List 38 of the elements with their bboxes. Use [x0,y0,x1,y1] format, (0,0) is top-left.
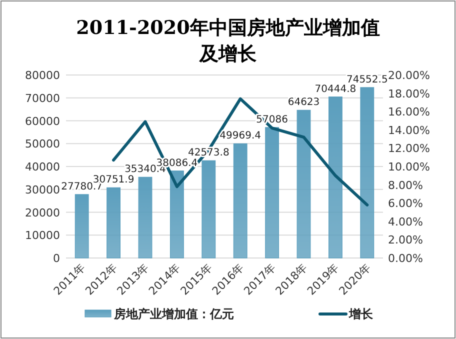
bar [138,176,152,258]
y2-tick-label: 20.00% [388,69,430,82]
y-tick-label: 30000 [25,183,60,196]
y2-tick-label: 16.00% [388,106,430,119]
y2-tick-label: 4.00% [388,215,423,228]
data-label: 49969.4 [220,130,262,142]
y-tick-label: 80000 [25,69,60,82]
y-tick-label: 70000 [25,92,60,105]
y2-tick-label: 6.00% [388,197,423,210]
data-label: 70444.8 [314,84,356,95]
bar [202,160,216,258]
y-tick-label: 40000 [25,160,60,174]
y2-tick-label: 12.00% [388,142,430,156]
data-label: 27780.7 [61,181,103,192]
y2-tick-label: 14.00% [388,124,430,137]
y-tick-label: 50000 [25,138,60,151]
data-label: 74552.5 [346,74,388,86]
y2-tick-label: 10.00% [388,160,430,174]
y-tick-label: 10000 [25,229,60,242]
bar [74,194,89,258]
bar [106,187,121,258]
y-tick-label: 20000 [25,206,60,220]
legend-label: 增长 [348,307,374,321]
bar [360,87,374,258]
y2-tick-label: 0.00% [388,252,423,265]
data-label: 64623 [288,97,320,108]
y2-tick-label: 18.00% [388,87,430,100]
bar [265,127,280,258]
bar [328,96,342,258]
bar [233,143,248,258]
title: 2011-2020年中国房地产业增加值及增长 [76,17,380,65]
y-tick-label: 0 [53,252,60,265]
y2-tick-label: 2.00% [388,234,423,247]
y2-tick-label: 8.00% [388,178,423,192]
bar [296,110,311,258]
y-tick-label: 60000 [25,114,60,128]
bar [170,170,184,258]
legend-label: 房地产业增加值：亿元 [113,307,234,321]
